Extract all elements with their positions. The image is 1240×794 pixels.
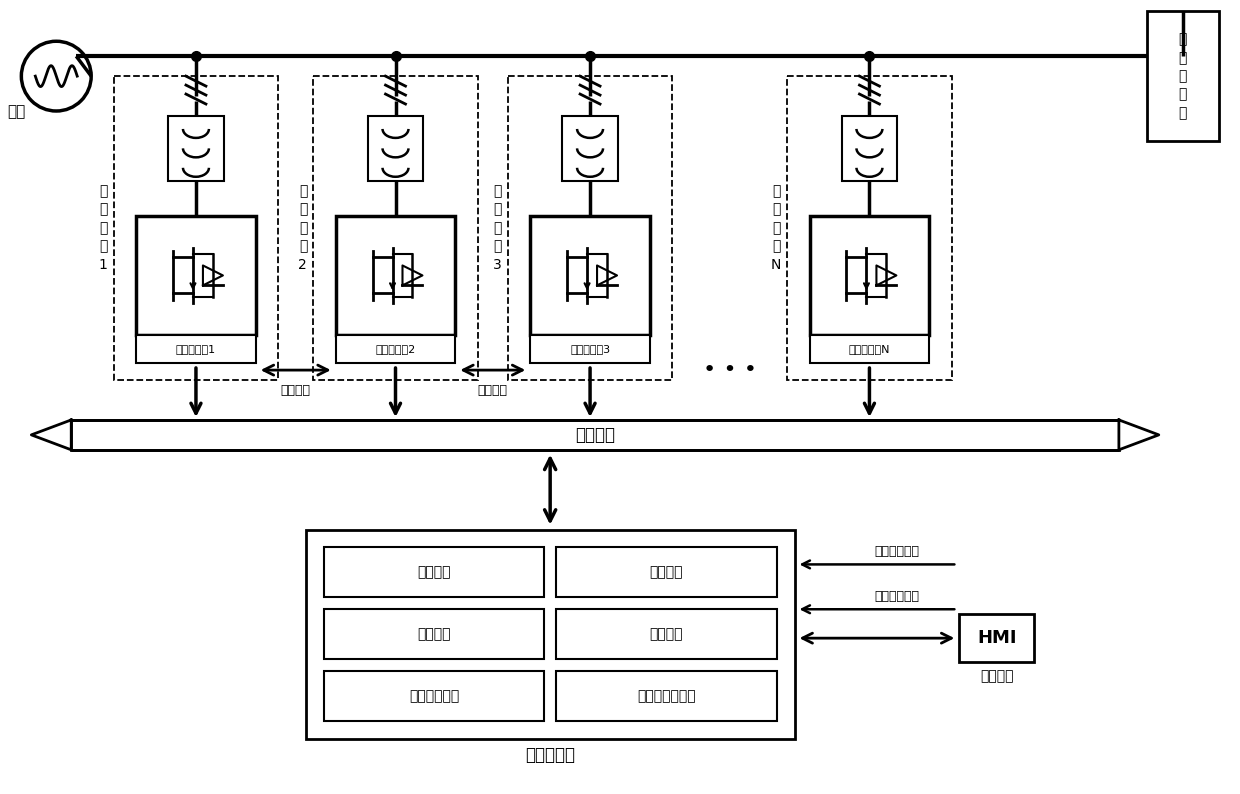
- Text: 网侧电压采集: 网侧电压采集: [874, 590, 919, 603]
- Text: HMI: HMI: [977, 629, 1017, 647]
- Bar: [306, 530, 795, 738]
- Text: 下层控制器1: 下层控制器1: [176, 344, 216, 354]
- Text: 功
率
模
块
N: 功 率 模 块 N: [771, 184, 781, 272]
- Polygon shape: [877, 265, 897, 285]
- Text: 下层控制器2: 下层控制器2: [376, 344, 415, 354]
- Polygon shape: [31, 420, 71, 450]
- Bar: [810, 335, 929, 363]
- Text: 投切控制: 投切控制: [650, 627, 683, 642]
- Text: 系统自检: 系统自检: [417, 565, 450, 580]
- Bar: [114, 76, 278, 380]
- Bar: [960, 615, 1034, 662]
- Text: 功
率
模
块
1: 功 率 模 块 1: [99, 184, 108, 272]
- Polygon shape: [596, 265, 618, 285]
- Text: 上下层数据协调: 上下层数据协调: [637, 689, 696, 703]
- Text: 上层控制器: 上层控制器: [526, 746, 575, 764]
- Polygon shape: [1118, 420, 1159, 450]
- Text: 下层控制器N: 下层控制器N: [848, 344, 890, 354]
- Bar: [787, 76, 952, 380]
- Bar: [507, 76, 672, 380]
- Bar: [324, 671, 544, 721]
- Text: 电网: 电网: [7, 104, 26, 119]
- Polygon shape: [403, 265, 423, 285]
- Bar: [336, 335, 455, 363]
- Text: 功
率
模
块
3: 功 率 模 块 3: [494, 184, 502, 272]
- Text: 非
线
性
负
载: 非 线 性 负 载: [1178, 33, 1187, 120]
- Bar: [562, 116, 618, 181]
- Bar: [842, 116, 898, 181]
- Text: 光纤通讯: 光纤通讯: [575, 426, 615, 444]
- Bar: [557, 548, 776, 597]
- Text: 载波同步: 载波同步: [477, 384, 508, 397]
- Text: 负载电流采集: 负载电流采集: [874, 545, 919, 558]
- Bar: [557, 671, 776, 721]
- Bar: [531, 335, 650, 363]
- Text: 实时数据下发: 实时数据下发: [409, 689, 459, 703]
- Text: 载波同步: 载波同步: [280, 384, 311, 397]
- Bar: [531, 216, 650, 335]
- Polygon shape: [203, 265, 223, 285]
- Bar: [71, 420, 1118, 450]
- Bar: [314, 76, 477, 380]
- Bar: [810, 216, 929, 335]
- Text: 人机交互: 人机交互: [980, 669, 1013, 683]
- Text: 下层控制器3: 下层控制器3: [570, 344, 610, 354]
- Bar: [136, 335, 255, 363]
- Bar: [367, 116, 423, 181]
- Text: 功
率
模
块
2: 功 率 模 块 2: [299, 184, 308, 272]
- Text: • • •: • • •: [703, 360, 756, 380]
- Bar: [1147, 11, 1219, 141]
- Text: 协调控制: 协调控制: [650, 565, 683, 580]
- Bar: [167, 116, 224, 181]
- Bar: [336, 216, 455, 335]
- Bar: [136, 216, 255, 335]
- Bar: [324, 609, 544, 659]
- Text: 谐波检测: 谐波检测: [417, 627, 450, 642]
- Bar: [557, 609, 776, 659]
- Bar: [324, 548, 544, 597]
